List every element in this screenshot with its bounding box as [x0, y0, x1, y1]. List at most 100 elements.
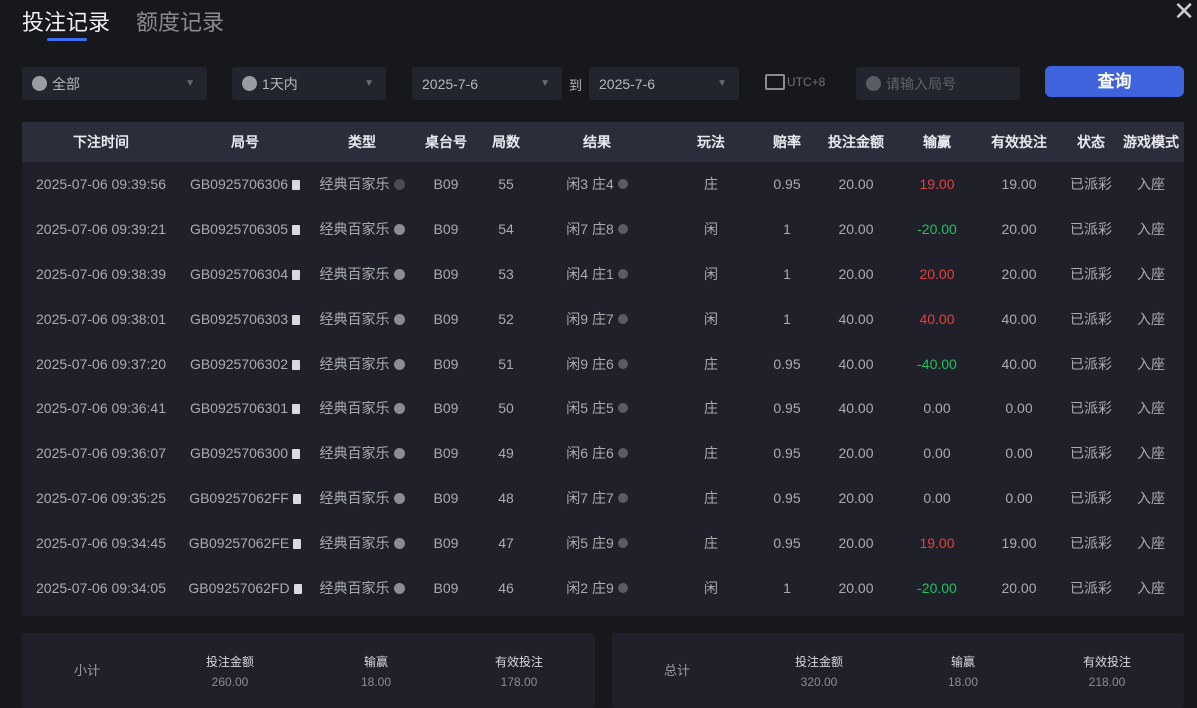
cell-result: 闲6 庄6 [534, 443, 660, 463]
game-type-text: 经典百家乐 [319, 400, 390, 417]
table-row[interactable]: 2025-07-06 09:36:41 GB0925706301 经典百家乐 B09 5… [22, 386, 1184, 431]
chevron-down-icon: ▼ [717, 78, 727, 89]
cell-table-no: B09 [414, 176, 478, 192]
range-select[interactable]: 1天内 ▼ [232, 67, 386, 100]
close-icon[interactable]: ✕ [1173, 0, 1195, 26]
table-row[interactable]: 2025-07-06 09:34:05 GB09257062FD 经典百家乐 B09 4… [22, 565, 1184, 610]
info-icon[interactable] [617, 358, 628, 369]
copy-icon[interactable] [293, 538, 302, 549]
tab-bet-records[interactable]: 投注记录 [22, 5, 110, 41]
cell-table-no: B09 [414, 400, 478, 416]
total-bet-value: 320.00 [800, 675, 838, 689]
cell-bet-time: 2025-07-06 09:38:01 [22, 311, 180, 327]
info-icon[interactable] [617, 179, 628, 190]
table-row[interactable]: 2025-07-06 09:39:56 GB0925706306 经典百家乐 B09 5… [22, 162, 1184, 207]
cell-valid-bet: 20.00 [974, 266, 1064, 282]
total-win-label: 输赢 [950, 655, 975, 669]
copy-icon[interactable] [292, 314, 301, 325]
copy-icon[interactable] [292, 359, 301, 370]
table-row[interactable]: 2025-07-06 09:39:21 GB0925706305 经典百家乐 B09 5… [22, 207, 1184, 252]
info-icon[interactable] [617, 403, 628, 414]
end-date-picker[interactable]: 2025-7-6 ▼ [589, 67, 739, 100]
table-row[interactable]: 2025-07-06 09:34:45 GB09257062FE 经典百家乐 B09 4… [22, 520, 1184, 565]
copy-icon[interactable] [292, 225, 301, 236]
cell-valid-bet: 20.00 [974, 221, 1064, 237]
cell-game-type: 经典百家乐 [310, 398, 414, 418]
status-text: 已派彩 [1070, 221, 1112, 238]
cell-game-type: 经典百家乐 [310, 443, 414, 463]
game-select[interactable]: 全部 ▼ [22, 67, 207, 100]
odds-text: 0.95 [773, 355, 801, 372]
copy-icon[interactable] [293, 583, 302, 594]
round-no-text: 49 [498, 445, 514, 462]
cell-round-id: GB0925706303 [180, 311, 310, 327]
table-row[interactable]: 2025-07-06 09:38:39 GB0925706304 经典百家乐 B09 5… [22, 252, 1184, 297]
info-icon[interactable] [617, 582, 628, 593]
info-icon[interactable] [617, 224, 628, 235]
game-status-icon [393, 268, 405, 280]
round-id-text: GB0925706300 [189, 445, 289, 462]
game-type-text: 经典百家乐 [319, 489, 390, 506]
round-id-text: GB09257062FD [188, 579, 290, 596]
cell-bet-time: 2025-07-06 09:36:07 [22, 445, 180, 461]
cell-table-no: B09 [414, 490, 478, 506]
tab-credit-records[interactable]: 额度记录 [136, 10, 225, 35]
bet-type-text: 庄 [704, 489, 718, 506]
info-icon[interactable] [617, 448, 628, 459]
round-id-text: GB0925706306 [189, 176, 289, 193]
round-no-text: 51 [498, 355, 514, 372]
round-id-text: GB0925706303 [189, 310, 289, 327]
table-no-text: B09 [433, 265, 459, 282]
total-win-value: 18.00 [947, 675, 979, 689]
bet-amount-text: 40.00 [838, 400, 874, 417]
cell-status: 已派彩 [1064, 533, 1118, 553]
cell-table-no: B09 [414, 221, 478, 237]
game-type-text: 经典百家乐 [319, 579, 390, 596]
subtotal-panel: 小计 投注金额 260.00 输赢 18.00 有效投注 178.00 [22, 633, 595, 708]
info-icon[interactable] [617, 268, 628, 279]
cell-game-mode: 入座 [1118, 174, 1184, 194]
start-date-picker[interactable]: 2025-7-6 ▼ [412, 67, 562, 100]
cell-game-type: 经典百家乐 [310, 264, 414, 284]
bet-type-text: 闲 [704, 310, 718, 327]
table-row[interactable]: 2025-07-06 09:37:20 GB0925706302 经典百家乐 B09 5… [22, 341, 1184, 386]
subtotal-valid-value: 178.00 [500, 675, 538, 689]
odds-text: 0.95 [773, 176, 801, 193]
bet-amount-text: 20.00 [838, 176, 874, 193]
cell-table-no: B09 [414, 580, 478, 596]
copy-icon[interactable] [292, 493, 301, 504]
info-icon[interactable] [617, 313, 628, 324]
table-row[interactable]: 2025-07-06 09:36:07 GB0925706300 经典百家乐 B09 4… [22, 431, 1184, 476]
copy-icon[interactable] [292, 180, 301, 191]
cell-bet-type: 闲 [660, 578, 762, 598]
table-no-text: B09 [433, 445, 459, 462]
odds-text: 0.95 [773, 400, 801, 417]
bet-time-text: 2025-07-06 09:38:01 [36, 310, 166, 327]
game-status-icon [393, 448, 405, 460]
cell-table-no: B09 [414, 356, 478, 372]
table-row[interactable]: 2025-07-06 09:38:01 GB0925706303 经典百家乐 B09 5… [22, 296, 1184, 341]
odds-text: 0.95 [773, 534, 801, 551]
table-row[interactable]: 2025-07-06 09:35:25 GB09257062FF 经典百家乐 B09 4… [22, 476, 1184, 521]
query-button[interactable]: 查询 [1045, 66, 1184, 97]
cell-result: 闲5 庄5 [534, 398, 660, 418]
round-search-input[interactable] [886, 75, 1006, 92]
cell-result: 闲4 庄1 [534, 264, 660, 284]
cell-valid-bet: 19.00 [974, 176, 1064, 192]
copy-icon[interactable] [292, 449, 301, 460]
cell-round-no: 54 [478, 221, 534, 237]
timezone-button[interactable]: UTC+8 [765, 74, 825, 90]
round-search-field[interactable] [856, 67, 1020, 100]
copy-icon[interactable] [292, 404, 301, 415]
info-icon[interactable] [617, 537, 628, 548]
cell-status: 已派彩 [1064, 578, 1118, 598]
info-icon[interactable] [617, 492, 628, 503]
round-no-text: 54 [498, 221, 514, 238]
bet-amount-text: 40.00 [838, 355, 874, 372]
cell-bet-type: 庄 [660, 398, 762, 418]
copy-icon[interactable] [292, 269, 301, 280]
cell-win-loss: 40.00 [900, 311, 974, 327]
cell-odds: 0.95 [762, 535, 812, 551]
valid-bet-text: 40.00 [1001, 310, 1037, 327]
status-text: 已派彩 [1070, 310, 1112, 327]
